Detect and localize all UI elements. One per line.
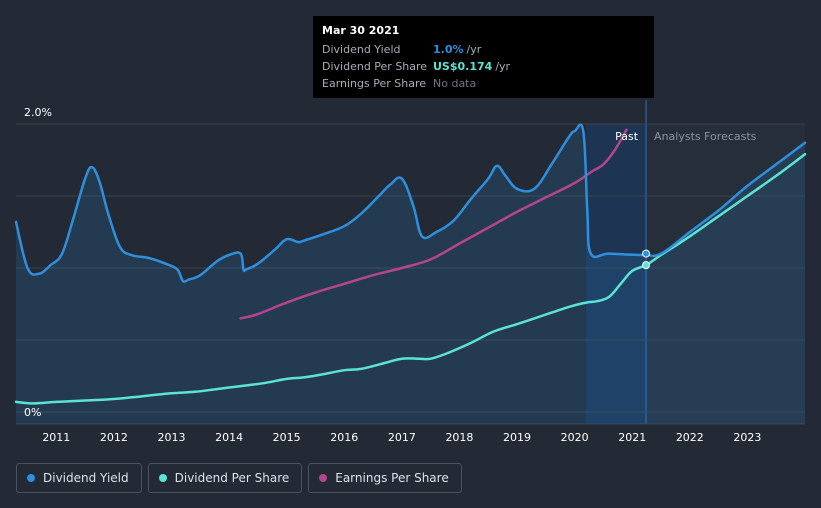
legend-dot-icon bbox=[158, 474, 167, 482]
chart-tooltip: Mar 30 2021 Dividend Yield 1.0% /yr Divi… bbox=[313, 16, 654, 98]
tooltip-date: Mar 30 2021 bbox=[322, 24, 400, 37]
dividend-per-share-line bbox=[14, 152, 807, 405]
legend-label: Dividend Per Share bbox=[174, 471, 290, 485]
x-tick-label: 2020 bbox=[561, 431, 589, 444]
legend-item-earnings-per-share[interactable]: Earnings Per Share bbox=[308, 463, 462, 493]
legend-dot-icon bbox=[27, 474, 35, 482]
x-tick-label: 2012 bbox=[100, 431, 128, 444]
tooltip-row-label: Earnings Per Share bbox=[322, 77, 427, 90]
x-tick-label: 2015 bbox=[273, 431, 301, 444]
tooltip-row-unit: /yr bbox=[495, 60, 511, 73]
x-tick-label: 2022 bbox=[676, 431, 704, 444]
x-tick-label: 2017 bbox=[388, 431, 416, 444]
legend-item-dividend-per-share[interactable]: Dividend Per Share bbox=[147, 463, 303, 493]
x-tick-label: 2021 bbox=[618, 431, 646, 444]
tooltip-row-value: US$0.174 bbox=[433, 60, 493, 73]
x-tick-label: 2013 bbox=[157, 431, 185, 444]
analysts-forecasts-label: Analysts Forecasts bbox=[654, 130, 757, 143]
tooltip-row-value: 1.0% bbox=[433, 43, 464, 56]
past-label: Past bbox=[615, 130, 639, 143]
tooltip-row-label: Dividend Per Share bbox=[322, 60, 428, 73]
tooltip-row-dividend-per-share: Dividend Per Share US$0.174 /yr bbox=[322, 58, 645, 75]
x-tick-label: 2018 bbox=[445, 431, 473, 444]
dividend-per-share-marker bbox=[642, 261, 651, 270]
x-tick-label: 2019 bbox=[503, 431, 531, 444]
x-tick-label: 2016 bbox=[330, 431, 358, 444]
y-tick-label-max: 2.0% bbox=[24, 106, 52, 119]
earnings-per-share-line bbox=[239, 128, 628, 320]
tooltip-row-dividend-yield: Dividend Yield 1.0% /yr bbox=[322, 41, 645, 58]
legend-label: Earnings Per Share bbox=[335, 471, 449, 485]
legend-dot-icon bbox=[319, 474, 328, 482]
x-tick-label: 2023 bbox=[733, 431, 761, 444]
tooltip-row-earnings-per-share: Earnings Per Share No data bbox=[322, 75, 645, 92]
x-tick-label: 2014 bbox=[215, 431, 243, 444]
tooltip-row-nodata: No data bbox=[433, 77, 477, 90]
legend-label: Dividend Yield bbox=[43, 471, 129, 485]
tooltip-row-label: Dividend Yield bbox=[322, 43, 401, 56]
dividend-yield-marker bbox=[642, 249, 651, 258]
y-tick-label-min: 0% bbox=[24, 406, 41, 419]
chart-legend: Dividend Yield Dividend Per Share Earnin… bbox=[16, 463, 462, 493]
past-highlight-region bbox=[586, 124, 647, 424]
legend-item-dividend-yield[interactable]: Dividend Yield bbox=[16, 463, 142, 493]
dividend-yield-area bbox=[16, 124, 805, 424]
tooltip-row-unit: /yr bbox=[466, 43, 482, 56]
x-tick-label: 2011 bbox=[42, 431, 70, 444]
dividend-yield-line bbox=[14, 123, 807, 283]
